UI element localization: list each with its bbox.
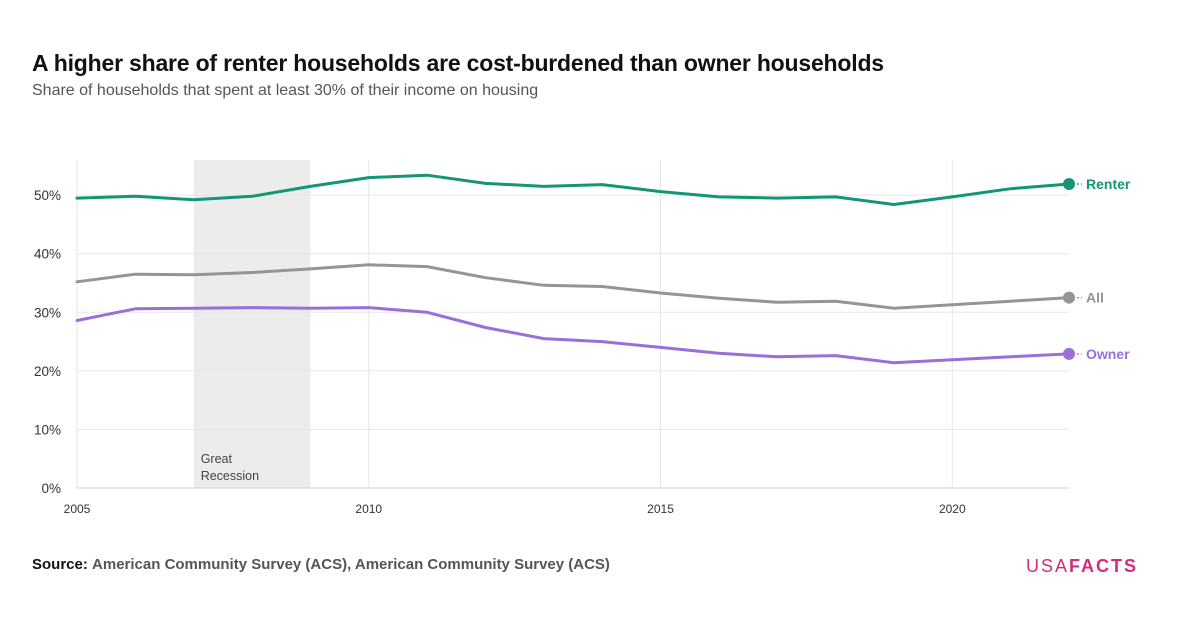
source-note: Source: American Community Survey (ACS),… [32, 556, 610, 573]
series-label-all: All [1086, 290, 1104, 306]
y-tick-label: 30% [34, 305, 61, 320]
logo-part-facts: FACTS [1069, 556, 1139, 576]
y-tick-label: 10% [34, 422, 61, 437]
x-tick-label: 2020 [939, 502, 966, 516]
series-label-renter: Renter [1086, 176, 1131, 192]
series-label-owner: Owner [1086, 346, 1130, 362]
usafacts-logo: USAFACTS [1026, 556, 1138, 577]
logo-part-usa: USA [1026, 556, 1070, 576]
chart-title: A higher share of renter households are … [32, 50, 884, 76]
x-tick-label: 2005 [64, 502, 91, 516]
y-tick-label: 20% [34, 364, 61, 379]
y-tick-label: 50% [34, 188, 61, 203]
x-tick-label: 2015 [647, 502, 674, 516]
y-tick-label: 0% [41, 481, 61, 496]
source-text: American Community Survey (ACS), America… [92, 556, 610, 573]
recession-band [193, 160, 311, 488]
x-tick-label: 2010 [355, 502, 382, 516]
recession-label: Great Recession [201, 452, 259, 483]
series-line-owner [75, 306, 1071, 365]
series-endpoint-renter [1063, 178, 1075, 191]
recession-label-line: Great [201, 452, 233, 466]
chart-subtitle: Share of households that spent at least … [32, 82, 539, 99]
series-line-renter [75, 173, 1071, 206]
series-endpoint-owner [1063, 347, 1075, 360]
recession-label-line: Recession [201, 469, 259, 483]
y-tick-label: 40% [34, 247, 61, 262]
series-line-all [75, 263, 1071, 310]
series-endpoint-all [1063, 291, 1075, 304]
source-label: Source: [32, 556, 88, 573]
